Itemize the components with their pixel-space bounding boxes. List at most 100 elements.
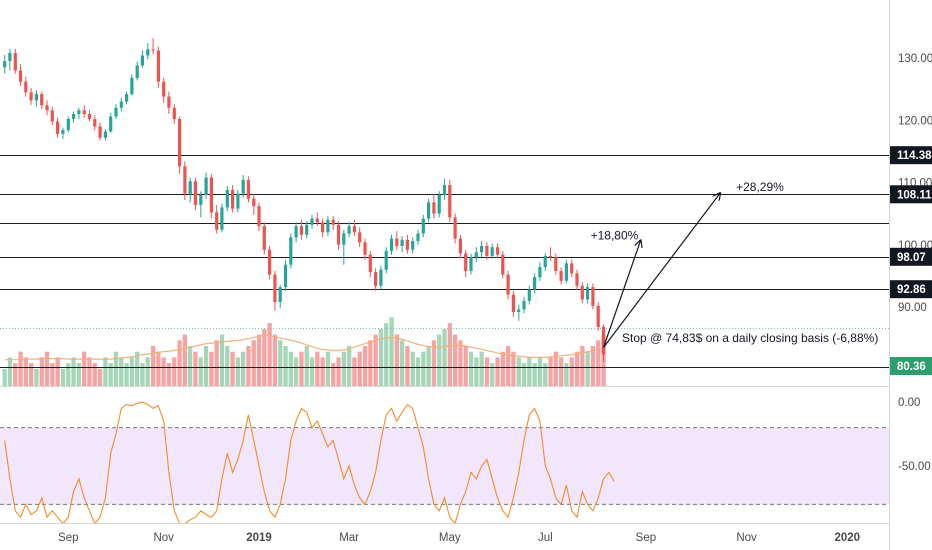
candle-body [199, 194, 203, 205]
candle-body [215, 212, 219, 230]
candle-body [321, 222, 325, 233]
candle-body [172, 107, 176, 119]
volume-bar [315, 351, 320, 386]
oscillator-axis[interactable]: 0.00 -50.00 [898, 397, 931, 473]
candle-body [262, 226, 266, 250]
volume-bar [463, 346, 468, 386]
volume-bar [256, 334, 262, 386]
price-tick-label: 90.00 [898, 302, 927, 314]
candle-body [501, 254, 505, 275]
candle-body [480, 246, 484, 253]
candle-body [66, 119, 70, 131]
candle-body [13, 53, 17, 71]
candle-body [24, 81, 28, 93]
volume-bar [203, 346, 209, 386]
volume-moving-average-line [4, 334, 604, 361]
candle-body [278, 287, 282, 302]
candle-body [358, 232, 362, 243]
candle-body [156, 50, 160, 82]
volume-bar [389, 317, 394, 386]
candle-body [379, 269, 383, 286]
volume-bar [596, 340, 601, 386]
volume-bar [453, 334, 458, 386]
volume-bar [241, 351, 246, 386]
volume-bar [119, 357, 124, 386]
volume-bar [574, 351, 580, 386]
volume-bar [384, 323, 389, 386]
volume-bar [490, 363, 495, 386]
candle-body [103, 131, 107, 138]
volume-bar [394, 334, 399, 386]
candle-body [580, 285, 584, 300]
candle-body [8, 53, 12, 62]
volume-bar [368, 340, 373, 386]
candle-body [50, 110, 54, 122]
candle-body [3, 61, 7, 68]
oscillator-band-layer [0, 427, 889, 505]
price-tick-label: 120.00 [898, 115, 932, 127]
volume-bar [92, 363, 97, 386]
volume-bar [447, 323, 452, 386]
candle-body [29, 92, 33, 101]
time-tick-label: Nov [736, 532, 757, 544]
candle-body [543, 256, 547, 268]
candle-body [283, 264, 288, 288]
candle-body [252, 198, 256, 207]
volume-bar [2, 368, 7, 386]
candle-body [517, 309, 521, 312]
volume-bar [585, 351, 590, 386]
candle-body [268, 249, 272, 275]
candle-body [374, 272, 378, 286]
candle-body [236, 193, 240, 209]
volume-bar [341, 351, 346, 386]
volume-bar [532, 363, 537, 386]
volume-bar [209, 351, 214, 386]
volume-bar [553, 351, 558, 386]
volume-bar [71, 357, 76, 386]
volume-bar [590, 346, 596, 386]
candle-body [305, 224, 309, 235]
time-axis[interactable]: Sep Nov 2019 Mar May Jul Sep Nov 2020 [58, 532, 860, 544]
candle-body [368, 254, 372, 273]
volume-bar [426, 346, 431, 386]
price-level-tag [890, 357, 932, 375]
candle-body [246, 180, 250, 199]
volume-bar [373, 334, 378, 386]
volume-bar [124, 363, 129, 386]
volume-bar [336, 357, 341, 386]
volume-bar [495, 357, 500, 386]
time-tick-label: Jul [538, 532, 553, 544]
volume-bar [13, 363, 18, 386]
volume-bar [50, 363, 55, 386]
candle-body [188, 181, 192, 194]
volume-bar [262, 328, 267, 386]
candle-body [310, 218, 314, 225]
oscillator-line [4, 401, 615, 525]
price-level-tag-text: 114.38 [897, 150, 932, 162]
volume-bar [484, 357, 490, 386]
price-level-tag-text: 98.07 [897, 252, 926, 264]
volume-bar [156, 351, 161, 386]
candle-body [140, 55, 144, 66]
candle-body [72, 114, 76, 119]
candle-body [570, 263, 574, 274]
volume-bar [23, 357, 28, 386]
candle-body [241, 180, 245, 194]
candle-body [495, 247, 500, 255]
candle-body [231, 190, 235, 209]
candle-body [564, 263, 568, 281]
candle-body [294, 226, 298, 238]
volume-bar [60, 368, 66, 386]
candle-body [34, 94, 38, 101]
candle-body [273, 274, 277, 302]
volume-bar [331, 363, 336, 386]
candle-body [405, 239, 409, 250]
candle-body [527, 289, 531, 301]
volume-bar [251, 340, 256, 386]
target-arrow [602, 240, 641, 348]
price-axis[interactable]: 130.00120.00110.00100.0090.00114.38108.1… [890, 53, 932, 375]
volume-bar [474, 357, 479, 386]
candle-body [82, 110, 86, 114]
volume-bar [113, 351, 119, 386]
